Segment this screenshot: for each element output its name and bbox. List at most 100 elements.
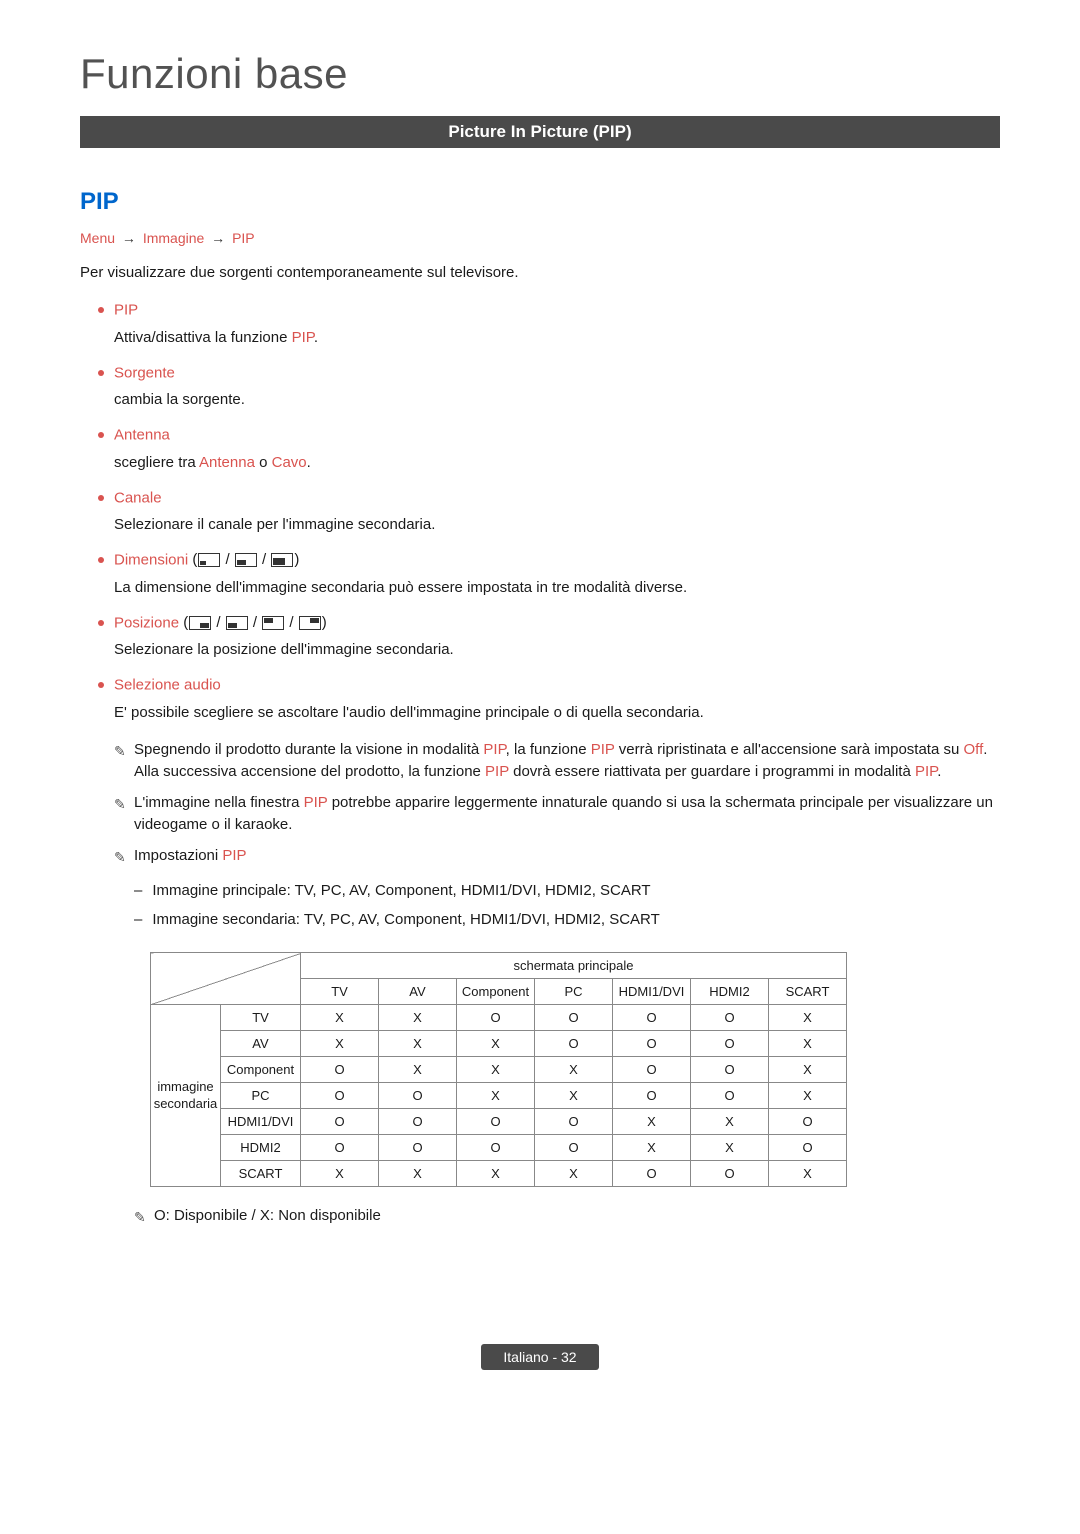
- table-top-header: schermata principale: [301, 953, 847, 979]
- table-cell: X: [457, 1057, 535, 1083]
- option-item: Sorgentecambia la sorgente.: [98, 364, 1000, 409]
- note-item: ✎Spegnendo il prodotto durante la vision…: [114, 739, 1000, 784]
- table-cell: O: [301, 1109, 379, 1135]
- table-cell: X: [613, 1135, 691, 1161]
- note-icon: ✎: [134, 1209, 146, 1226]
- table-cell: X: [535, 1083, 613, 1109]
- option-description: La dimensione dell'immagine secondaria p…: [114, 579, 1000, 596]
- table-cell: O: [613, 1057, 691, 1083]
- table-cell: O: [457, 1109, 535, 1135]
- arrow-icon: →: [122, 230, 136, 246]
- table-cell: O: [691, 1057, 769, 1083]
- size-small-icon: [198, 553, 220, 567]
- table-col-header: TV: [301, 979, 379, 1005]
- table-col-header: HDMI1/DVI: [613, 979, 691, 1005]
- table-cell: O: [379, 1083, 457, 1109]
- table-cell: X: [769, 1005, 847, 1031]
- table-cell: X: [691, 1109, 769, 1135]
- bullet-icon: [98, 495, 104, 501]
- breadcrumb-menu: Menu: [80, 230, 115, 246]
- table-row-header: SCART: [221, 1161, 301, 1187]
- table-cell: X: [379, 1057, 457, 1083]
- table-cell: O: [535, 1109, 613, 1135]
- footer-page-label: Italiano - 32: [481, 1344, 598, 1370]
- size-medium-icon: [235, 553, 257, 567]
- option-item: Posizione ( / / / )Selezionare la posizi…: [98, 614, 1000, 659]
- intro-text: Per visualizzare due sorgenti contempora…: [80, 264, 1000, 281]
- table-cell: O: [301, 1135, 379, 1161]
- sub-item-main: –Immagine principale: TV, PC, AV, Compon…: [134, 877, 1000, 906]
- bullet-icon: [98, 620, 104, 626]
- table-cell: O: [769, 1135, 847, 1161]
- arrow-icon: →: [211, 230, 225, 246]
- option-label: PIP: [114, 302, 138, 319]
- table-cell: X: [379, 1031, 457, 1057]
- table-cell: X: [535, 1057, 613, 1083]
- bullet-icon: [98, 682, 104, 688]
- table-cell: X: [379, 1005, 457, 1031]
- table-col-header: PC: [535, 979, 613, 1005]
- option-description: Selezionare la posizione dell'immagine s…: [114, 641, 1000, 658]
- note-item: ✎L'immagine nella finestra PIP potrebbe …: [114, 792, 1000, 837]
- table-cell: X: [457, 1161, 535, 1187]
- pos-bottom-left-icon: [226, 616, 248, 630]
- option-item: CanaleSelezionare il canale per l'immagi…: [98, 489, 1000, 534]
- table-cell: X: [301, 1005, 379, 1031]
- size-large-icon: [271, 553, 293, 567]
- table-row-header: AV: [221, 1031, 301, 1057]
- table-cell: O: [613, 1005, 691, 1031]
- table-cell: O: [535, 1135, 613, 1161]
- table-cell: O: [613, 1161, 691, 1187]
- table-cell: O: [457, 1005, 535, 1031]
- table-cell: O: [301, 1083, 379, 1109]
- table-row-header: TV: [221, 1005, 301, 1031]
- table-col-header: SCART: [769, 979, 847, 1005]
- bullet-icon: [98, 370, 104, 376]
- table-cell: X: [457, 1031, 535, 1057]
- table-row-header: PC: [221, 1083, 301, 1109]
- pos-top-right-icon: [299, 616, 321, 630]
- pip-heading: PIP: [80, 188, 1000, 216]
- breadcrumb: Menu → Immagine → PIP: [80, 230, 1000, 246]
- option-description: Attiva/disattiva la funzione PIP.: [114, 329, 1000, 346]
- note-icon: ✎: [114, 741, 126, 762]
- option-description: scegliere tra Antenna o Cavo.: [114, 454, 1000, 471]
- table-cell: O: [691, 1161, 769, 1187]
- table-cell: O: [379, 1135, 457, 1161]
- legend-text: O: Disponibile / X: Non disponibile: [154, 1207, 381, 1224]
- compatibility-table: schermata principaleTVAVComponentPCHDMI1…: [150, 952, 847, 1187]
- breadcrumb-pip: PIP: [232, 230, 255, 246]
- table-corner: [151, 953, 301, 1005]
- table-cell: O: [691, 1005, 769, 1031]
- table-cell: X: [301, 1031, 379, 1057]
- table-col-header: AV: [379, 979, 457, 1005]
- notes-block: ✎Spegnendo il prodotto durante la vision…: [80, 739, 1000, 868]
- table-cell: X: [613, 1109, 691, 1135]
- table-cell: O: [691, 1031, 769, 1057]
- table-cell: O: [535, 1005, 613, 1031]
- note-icon: ✎: [114, 794, 126, 815]
- table-cell: O: [769, 1109, 847, 1135]
- option-label: Canale: [114, 489, 162, 506]
- pos-bottom-right-icon: [189, 616, 211, 630]
- table-legend: ✎ O: Disponibile / X: Non disponibile: [134, 1207, 1000, 1224]
- option-description: E' possibile scegliere se ascoltare l'au…: [114, 704, 1000, 721]
- note-item: ✎Impostazioni PIP: [114, 845, 1000, 868]
- table-cell: O: [613, 1031, 691, 1057]
- option-item: PIP Attiva/disattiva la funzione PIP.: [98, 301, 1000, 346]
- table-row-header: HDMI1/DVI: [221, 1109, 301, 1135]
- page-footer: Italiano - 32: [80, 1344, 1000, 1370]
- table-side-header: immagine secondaria: [151, 1005, 221, 1187]
- table-cell: O: [301, 1057, 379, 1083]
- option-label: Antenna: [114, 427, 170, 444]
- table-cell: X: [535, 1161, 613, 1187]
- table-cell: X: [457, 1083, 535, 1109]
- breadcrumb-immagine: Immagine: [143, 230, 204, 246]
- pos-top-left-icon: [262, 616, 284, 630]
- bullet-icon: [98, 307, 104, 313]
- option-item: Selezione audioE' possibile scegliere se…: [98, 676, 1000, 721]
- table-cell: O: [535, 1031, 613, 1057]
- table-cell: O: [613, 1083, 691, 1109]
- table-cell: X: [769, 1161, 847, 1187]
- sub-item-secondary: –Immagine secondaria: TV, PC, AV, Compon…: [134, 906, 1000, 935]
